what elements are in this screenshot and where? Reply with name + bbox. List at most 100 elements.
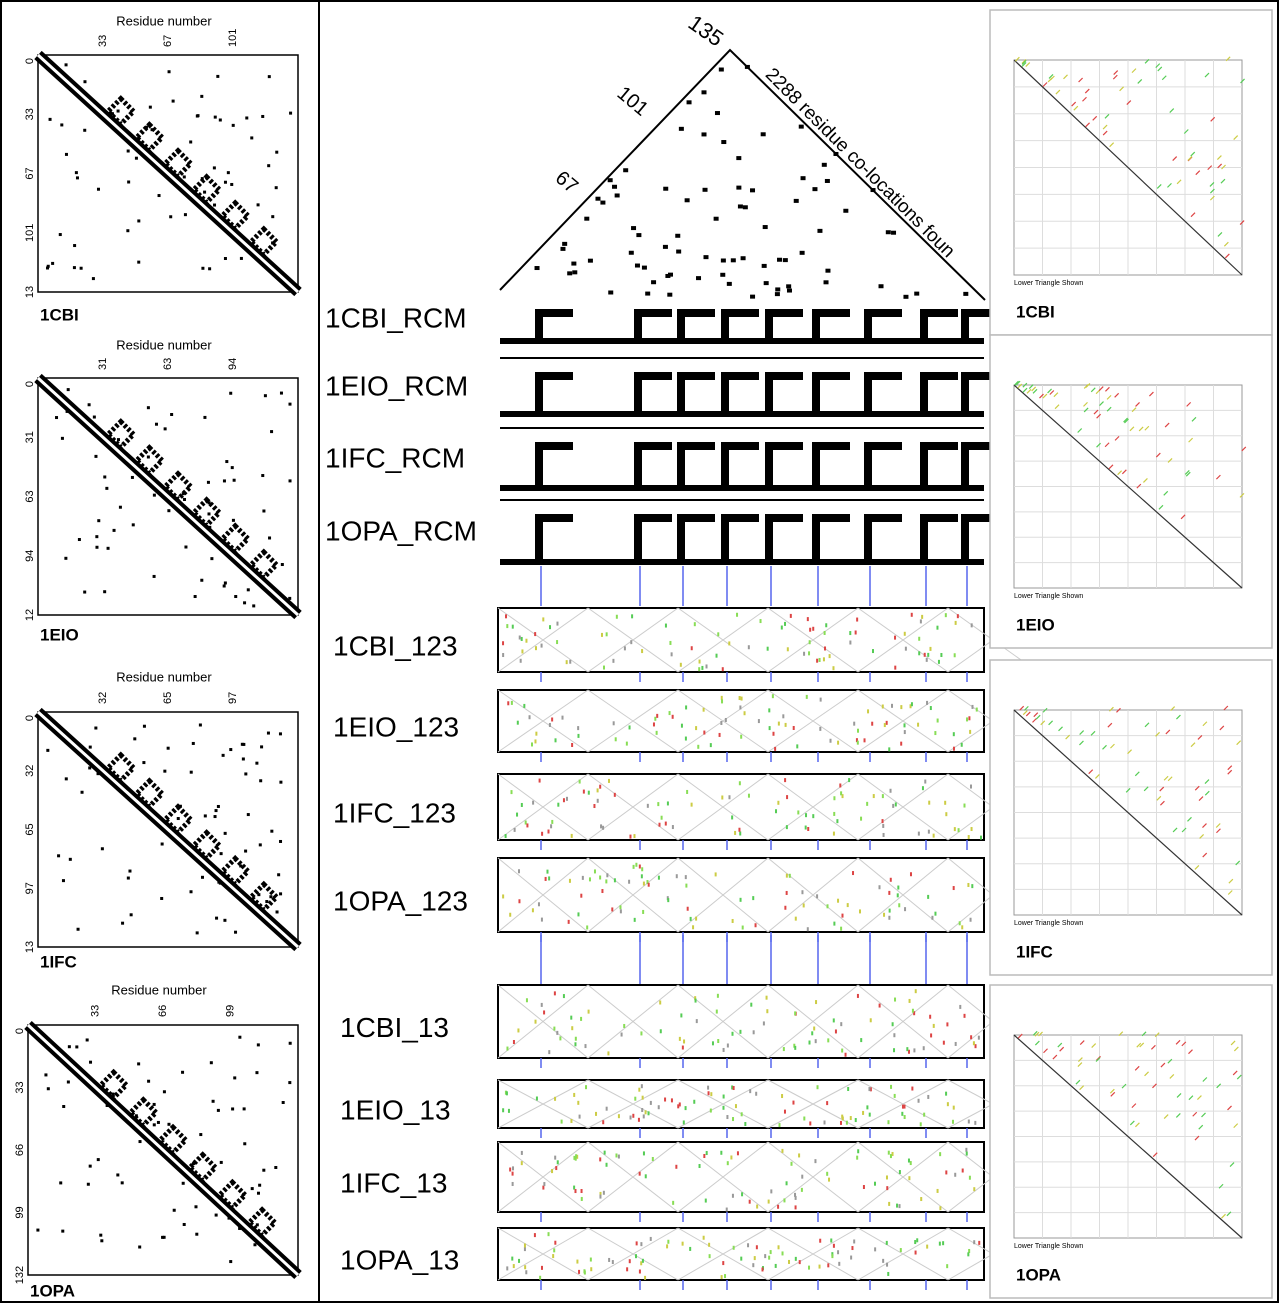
contact-dot bbox=[229, 1260, 233, 1264]
strip-dot bbox=[957, 828, 960, 833]
strip-dot bbox=[524, 820, 527, 825]
energy-mark bbox=[1204, 790, 1210, 796]
left-tick-label: 32 bbox=[24, 765, 36, 777]
energy-mark bbox=[1233, 1123, 1239, 1129]
strip-cap bbox=[864, 442, 902, 450]
strip-dot bbox=[531, 742, 534, 747]
strip-cap bbox=[634, 372, 672, 380]
contact-dot bbox=[194, 1205, 198, 1209]
strip-dot bbox=[543, 1182, 546, 1187]
strip-dot bbox=[642, 881, 645, 886]
strip-dot bbox=[909, 704, 912, 709]
strip-dot bbox=[896, 1203, 899, 1208]
strip-pillar bbox=[535, 309, 543, 341]
energy-mark bbox=[1161, 75, 1167, 81]
contact-dot bbox=[274, 1165, 278, 1169]
strip-dot bbox=[919, 619, 922, 624]
contact-dot bbox=[207, 501, 211, 505]
contact-dot bbox=[62, 1105, 66, 1109]
strip-dot bbox=[945, 1091, 948, 1096]
strip-dot bbox=[722, 1047, 725, 1052]
strip-pillar bbox=[634, 309, 642, 341]
row-label: 1OPA_123 bbox=[333, 885, 468, 916]
left-tick-label: 94 bbox=[24, 550, 36, 562]
contact-dot bbox=[169, 215, 173, 219]
energy-mark bbox=[1167, 182, 1172, 188]
strip-cap bbox=[765, 372, 803, 380]
strip-dot bbox=[977, 1035, 980, 1040]
strip-dot bbox=[634, 1096, 637, 1101]
strip-cross bbox=[587, 1227, 679, 1281]
strip-dot bbox=[600, 632, 603, 637]
contact-dot bbox=[263, 394, 267, 398]
strip-dot bbox=[730, 1155, 733, 1160]
row-label: 1EIO_RCM bbox=[325, 370, 468, 401]
contact-dot bbox=[279, 780, 283, 784]
strip-cross bbox=[857, 1141, 949, 1213]
strip-pillar bbox=[920, 372, 928, 414]
energy-mark bbox=[1084, 88, 1090, 94]
strip-dot bbox=[613, 792, 616, 797]
energy-mark bbox=[1025, 711, 1031, 717]
strip-dot bbox=[656, 713, 659, 718]
strip-dot bbox=[894, 802, 897, 807]
strip-pillar bbox=[961, 309, 969, 341]
energy-mark bbox=[1165, 729, 1171, 735]
strip-dot bbox=[578, 1114, 581, 1119]
strip-dot bbox=[685, 883, 688, 888]
colocation-dot bbox=[720, 258, 726, 263]
contact-dot bbox=[152, 1102, 156, 1106]
strip-dot bbox=[975, 707, 978, 712]
row-label: 1OPA_13 bbox=[340, 1244, 459, 1275]
energy-mark bbox=[1217, 163, 1223, 169]
top-tick-label: 94 bbox=[227, 358, 239, 370]
strip-dot bbox=[671, 714, 674, 719]
strip-dot bbox=[889, 877, 892, 882]
colocation-dot bbox=[750, 188, 756, 193]
strip-dot bbox=[909, 1161, 912, 1166]
energy-mark bbox=[1093, 409, 1099, 415]
contact-dot bbox=[257, 893, 261, 897]
strip-dot bbox=[860, 1038, 863, 1043]
strip-dot bbox=[599, 1194, 602, 1199]
strip-dot bbox=[893, 1093, 896, 1098]
colocation-dot bbox=[903, 294, 909, 299]
contact-dot bbox=[85, 1038, 89, 1042]
strip-dot bbox=[849, 631, 852, 636]
contact-dot bbox=[110, 112, 114, 116]
strip-dot bbox=[574, 1042, 577, 1047]
energy-mark bbox=[1190, 742, 1196, 748]
strip-dot bbox=[794, 1045, 797, 1050]
strip-pillar bbox=[765, 514, 773, 562]
energy-mark bbox=[1224, 253, 1230, 259]
strip-dot bbox=[946, 1022, 949, 1027]
strip-dot bbox=[803, 651, 806, 656]
energy-mark bbox=[1019, 705, 1025, 711]
strip-dot bbox=[576, 1154, 579, 1159]
map-label: 1OPA bbox=[30, 1281, 75, 1300]
strip-dot bbox=[668, 711, 671, 716]
colocation-dot bbox=[534, 266, 540, 271]
strip-dot bbox=[907, 1049, 910, 1054]
contact-dot bbox=[160, 842, 164, 846]
energy-mark bbox=[1176, 179, 1182, 185]
strip-dot bbox=[512, 1039, 515, 1044]
strip: 1IFC_13 bbox=[340, 1141, 1039, 1222]
strip-dot bbox=[736, 1151, 739, 1156]
strip-dot bbox=[894, 665, 897, 670]
energy-mark bbox=[1079, 1085, 1085, 1091]
strip-dot bbox=[802, 903, 805, 908]
contact-dot bbox=[229, 748, 233, 752]
contact-dot bbox=[154, 422, 158, 426]
strip-dot bbox=[899, 1248, 902, 1253]
contact-dot bbox=[150, 128, 154, 132]
strip-dot bbox=[954, 620, 957, 625]
strip-dot bbox=[840, 926, 843, 931]
energy-mark bbox=[1190, 151, 1196, 157]
strip-dot bbox=[556, 1160, 559, 1165]
strip-dot bbox=[667, 1239, 670, 1244]
contact-dot bbox=[271, 241, 275, 245]
strip-dot bbox=[689, 1246, 692, 1251]
energy-mark bbox=[1040, 720, 1046, 726]
energy-mark bbox=[1143, 786, 1149, 792]
